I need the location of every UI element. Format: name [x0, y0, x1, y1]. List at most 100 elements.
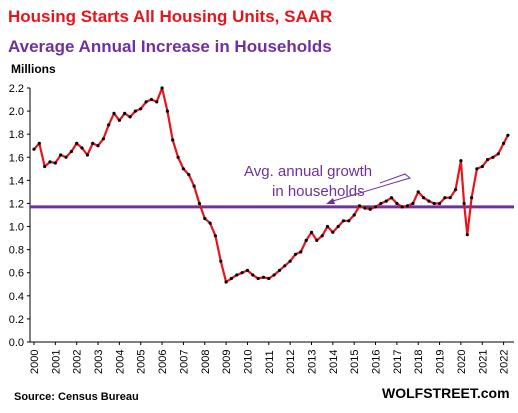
annotation-line-1: Avg. annual growth: [244, 163, 372, 180]
data-point: [165, 109, 169, 113]
data-point: [59, 153, 63, 157]
data-point: [341, 219, 346, 223]
brand-wordmark: WOLFSTREET.com: [382, 385, 510, 401]
data-point: [261, 275, 266, 279]
data-point: [181, 167, 185, 171]
data-point: [336, 224, 340, 229]
data-point: [502, 141, 506, 145]
x-tick-label: 2017: [392, 350, 404, 374]
x-tick-label: 2019: [435, 350, 447, 374]
y-unit-label: Millions: [11, 62, 56, 76]
x-tick-label: 2013: [306, 350, 318, 374]
data-point: [480, 164, 484, 169]
annotation-line-2: in households: [272, 183, 365, 200]
data-point: [320, 234, 324, 238]
data-point: [491, 155, 495, 159]
data-point: [304, 238, 308, 242]
data-point: [144, 100, 148, 104]
data-point: [325, 224, 330, 229]
data-point: [213, 234, 217, 238]
data-point: [32, 147, 36, 151]
data-point: [379, 201, 383, 206]
data-point: [347, 219, 351, 223]
data-point: [187, 173, 191, 177]
chart-subtitle: Average Annual Increase in Households: [8, 37, 332, 56]
data-point: [85, 153, 89, 157]
data-point: [309, 230, 314, 234]
y-tick-label: 0.2: [9, 314, 24, 326]
annotation-arrowhead: [326, 198, 335, 204]
x-tick-label: 2000: [29, 350, 41, 374]
y-tick-label: 0.4: [9, 291, 24, 303]
data-point: [251, 273, 255, 277]
x-tick-label: 2002: [72, 350, 84, 374]
data-point: [486, 158, 490, 162]
data-point: [352, 213, 356, 217]
data-point: [107, 123, 111, 127]
data-point: [128, 115, 132, 119]
data-point: [229, 276, 233, 281]
y-tick-label: 0.6: [9, 268, 24, 280]
x-tick-label: 2010: [242, 350, 254, 374]
y-tick-labels: 0.0 0.2 0.4 0.6 0.8 1.0 1.2 1.4 1.6 1.8 2.0 2.2: [9, 83, 30, 349]
x-tick-labels: 2000 2001 2002 2003 2004 2005 2006 2007 2008 2009…: [29, 342, 511, 374]
data-point: [112, 111, 116, 115]
y-tick-label: 1.6: [9, 152, 24, 164]
data-point: [245, 268, 250, 272]
data-point: [235, 273, 239, 277]
x-tick-label: 2001: [50, 350, 62, 374]
data-point: [288, 259, 292, 263]
data-point: [101, 137, 105, 141]
data-point: [117, 118, 121, 122]
data-point: [506, 133, 510, 137]
annotation-arrow: [332, 173, 412, 202]
x-tick-label: 2016: [371, 350, 383, 374]
data-point: [277, 268, 282, 272]
data-point: [139, 107, 143, 111]
y-tick-label: 1.4: [9, 175, 24, 187]
y-tick-label: 1.8: [9, 129, 24, 141]
x-tick-label: 2018: [413, 350, 425, 374]
x-tick-label: 2021: [477, 350, 489, 374]
x-tick-label: 2003: [93, 350, 105, 374]
x-tick-label: 2012: [285, 350, 297, 374]
data-point: [192, 184, 196, 188]
data-point: [395, 201, 399, 206]
data-point: [411, 201, 415, 206]
housing-starts-markers: [32, 86, 510, 284]
data-point: [203, 216, 207, 221]
x-tick-label: 2011: [264, 350, 276, 374]
data-point: [149, 97, 153, 102]
y-tick-label: 1.2: [9, 198, 24, 210]
data-point: [331, 230, 335, 234]
data-point: [160, 86, 164, 90]
x-tick-label: 2020: [456, 350, 468, 374]
x-tick-label: 2007: [178, 350, 190, 374]
data-point: [496, 152, 500, 156]
y-tick-label: 0.8: [9, 245, 24, 257]
x-tick-label: 2008: [200, 350, 212, 374]
data-point: [53, 161, 57, 165]
data-point: [176, 155, 180, 159]
data-point: [133, 109, 137, 113]
data-point: [470, 196, 474, 200]
data-point: [96, 144, 100, 148]
data-point: [256, 276, 260, 281]
data-point: [283, 264, 287, 268]
data-point: [459, 159, 463, 163]
data-point: [171, 138, 175, 142]
data-point: [219, 259, 223, 263]
data-point: [438, 201, 442, 206]
data-point: [272, 273, 276, 277]
data-point: [475, 167, 479, 171]
y-tick-label: 2.2: [9, 83, 24, 95]
data-point: [155, 100, 159, 104]
data-point: [448, 196, 452, 200]
x-tick-label: 2005: [136, 350, 148, 374]
x-tick-label: 2006: [157, 350, 169, 374]
source-note: Source: Census Bureau: [14, 391, 139, 403]
data-point: [69, 149, 73, 154]
data-point: [368, 207, 372, 211]
data-point: [208, 221, 212, 225]
housing-starts-line: [33, 86, 509, 284]
